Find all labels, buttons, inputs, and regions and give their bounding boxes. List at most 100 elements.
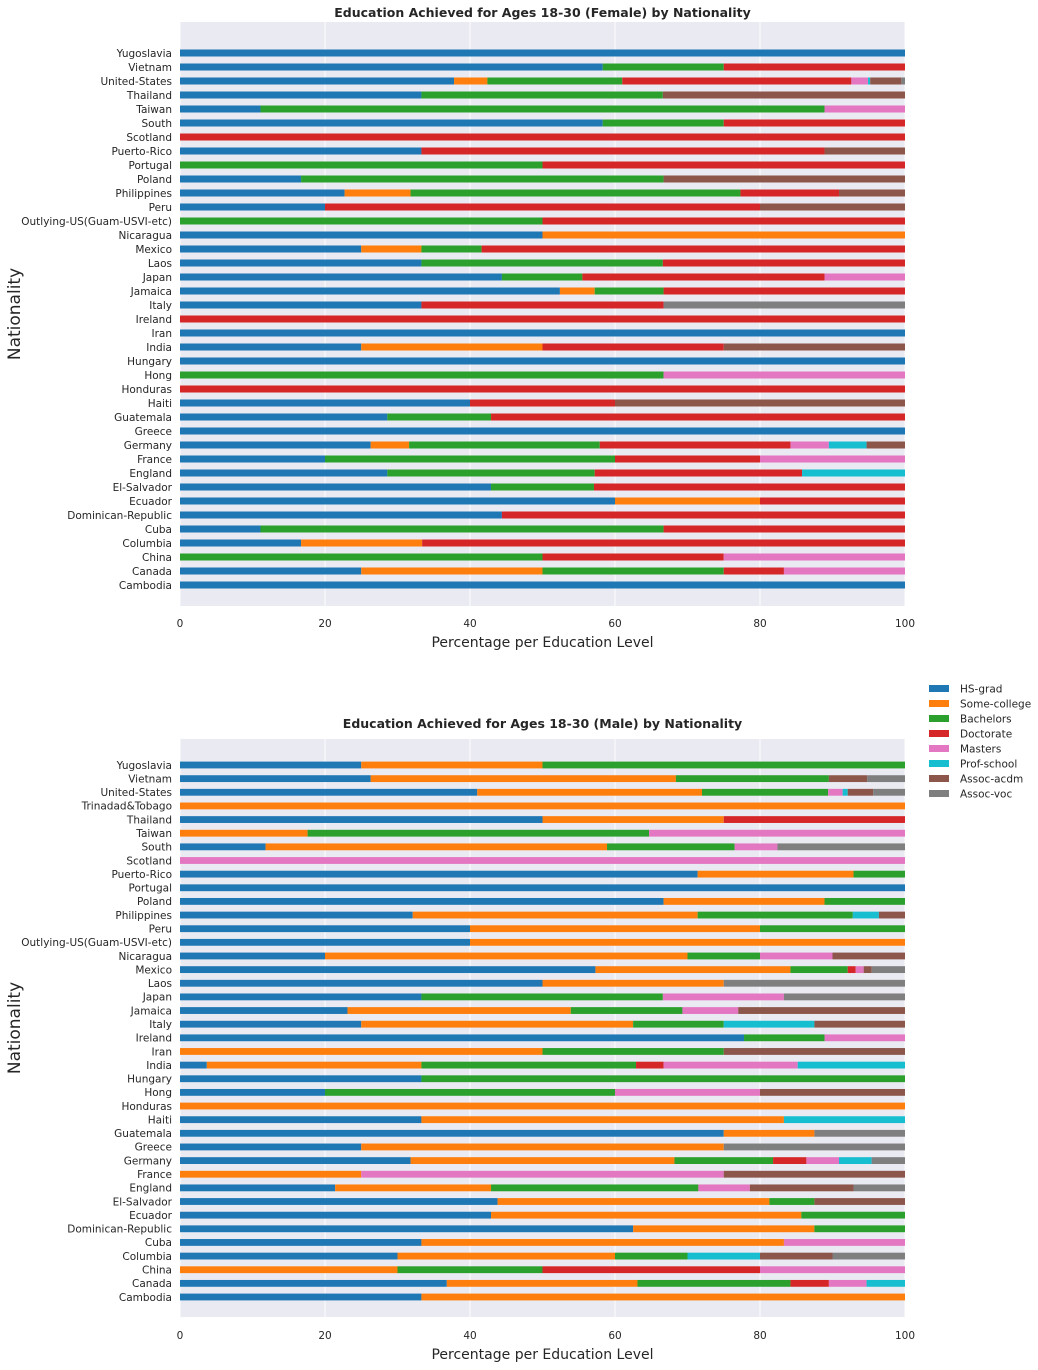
bar-row-dominican-republic: Dominican-Republic bbox=[67, 1224, 905, 1236]
bar-row-mexico: Mexico bbox=[135, 244, 905, 256]
bar-segment-prof-school bbox=[852, 911, 879, 919]
y-tick-label: China bbox=[142, 552, 172, 564]
bar-segment-doctorate bbox=[325, 203, 760, 211]
bar-segment-doctorate bbox=[663, 525, 905, 533]
y-tick-label: Iran bbox=[151, 1046, 172, 1058]
bar-segment-some-college bbox=[559, 287, 595, 295]
legend-item-some-college: Some-college bbox=[929, 699, 1031, 711]
y-tick-label: Ireland bbox=[136, 314, 172, 326]
bar-segment-assoc-acdm bbox=[760, 203, 905, 211]
bar-segment-hs-grad bbox=[180, 761, 362, 769]
bar-segment-some-college bbox=[265, 843, 608, 851]
bar-segment-hs-grad bbox=[180, 1225, 634, 1233]
bar-segment-hs-grad bbox=[180, 979, 543, 987]
bar-segment-doctorate bbox=[582, 273, 825, 281]
bar-segment-some-college bbox=[180, 1048, 543, 1055]
y-tick-label: Philippines bbox=[115, 188, 172, 200]
bar-row-united-states: United-States bbox=[100, 76, 905, 88]
bar-row-united-states: United-States bbox=[100, 787, 905, 799]
legend-item-assoc-acdm: Assoc-acdm bbox=[929, 774, 1023, 786]
bar-segment-doctorate bbox=[422, 539, 905, 547]
bar-segment-some-college bbox=[470, 938, 905, 946]
bar-segment-doctorate bbox=[723, 816, 905, 823]
bar-segment-some-college bbox=[361, 1143, 724, 1151]
y-tick-label: Puerto-Rico bbox=[111, 146, 172, 158]
bar-segment-hs-grad bbox=[180, 1129, 724, 1137]
bar-segment-masters bbox=[698, 1184, 750, 1192]
bar-segment-hs-grad bbox=[180, 925, 470, 933]
female-chart: 0 20 40 60 80 100 Cambodia Canada China Columbia C… bbox=[5, 5, 915, 651]
bar-segment-some-college bbox=[542, 231, 905, 239]
y-tick-label: United-States bbox=[100, 76, 172, 88]
y-tick-label: Japan bbox=[142, 272, 172, 284]
y-tick-label: Cuba bbox=[145, 1237, 172, 1249]
bar-row-south: South bbox=[141, 842, 905, 854]
y-tick-label: Canada bbox=[132, 1278, 172, 1290]
bar-segment-masters bbox=[682, 1007, 739, 1014]
bar-segment-hs-grad bbox=[180, 525, 261, 533]
bar-segment-doctorate bbox=[421, 147, 825, 155]
y-tick-label: Thailand bbox=[126, 90, 172, 102]
y-tick-label: Cuba bbox=[145, 524, 172, 536]
bar-segment-some-college bbox=[180, 1102, 905, 1110]
bar-row-scotland: Scotland bbox=[126, 855, 905, 867]
legend-label: Some-college bbox=[960, 699, 1031, 711]
bar-segment-bachelors bbox=[594, 287, 664, 295]
bar-segment-hs-grad bbox=[180, 441, 371, 449]
bar-row-peru: Peru bbox=[149, 923, 905, 935]
bar-segment-masters bbox=[783, 567, 905, 575]
x-axis-label: Percentage per Education Level bbox=[431, 1347, 653, 1363]
y-tick-label: Dominican-Republic bbox=[67, 1224, 172, 1236]
bar-row-guatemala: Guatemala bbox=[114, 1128, 905, 1140]
y-tick-label: England bbox=[129, 1183, 172, 1195]
bar-row-puerto-rico: Puerto-Rico bbox=[111, 869, 905, 881]
bar-row-jamaica: Jamaica bbox=[130, 286, 905, 298]
bar-row-cuba: Cuba bbox=[145, 524, 905, 536]
bar-segment-masters bbox=[760, 455, 905, 463]
y-tick-label: Greece bbox=[135, 426, 172, 438]
bar-segment-masters bbox=[760, 952, 833, 960]
bar-segment-hs-grad bbox=[180, 329, 905, 337]
x-axis-label: Percentage per Education Level bbox=[431, 635, 653, 651]
bar-segment-doctorate bbox=[636, 1061, 664, 1069]
bar-segment-assoc-voc bbox=[853, 1184, 905, 1192]
bar-segment-masters bbox=[828, 1279, 867, 1287]
bar-segment-doctorate bbox=[723, 567, 784, 575]
bar-segment-masters bbox=[649, 829, 905, 837]
bar-segment-doctorate bbox=[615, 455, 760, 463]
bar-segment-doctorate bbox=[180, 133, 905, 141]
y-tick-label: Outlying-US(Guam-USVI-etc) bbox=[21, 937, 172, 949]
bar-segment-bachelors bbox=[602, 119, 724, 127]
bar-segment-some-college bbox=[410, 1157, 675, 1164]
bar-segment-some-college bbox=[421, 1239, 784, 1246]
bar-segment-doctorate bbox=[481, 245, 905, 253]
bar-segment-assoc-voc bbox=[723, 1143, 905, 1151]
y-tick-label: India bbox=[146, 342, 172, 354]
bar-segment-bachelors bbox=[744, 1034, 825, 1042]
y-tick-label: Cambodia bbox=[119, 580, 172, 592]
bar-segment-some-college bbox=[325, 952, 688, 960]
bar-segment-hs-grad bbox=[180, 399, 470, 407]
bar-row-philippines: Philippines bbox=[115, 910, 905, 922]
bar-segment-some-college bbox=[421, 1293, 905, 1301]
bar-segment-some-college bbox=[663, 898, 825, 905]
bar-segment-hs-grad bbox=[180, 1061, 207, 1069]
bar-row-puerto-rico: Puerto-Rico bbox=[111, 146, 905, 158]
bar-segment-hs-grad bbox=[180, 884, 905, 892]
bar-segment-hs-grad bbox=[180, 273, 502, 281]
bar-segment-bachelors bbox=[421, 91, 663, 99]
legend-swatch bbox=[929, 775, 949, 782]
y-tick-label: El-Salvador bbox=[113, 482, 173, 494]
bar-segment-bachelors bbox=[410, 189, 741, 197]
bar-segment-prof-school bbox=[828, 441, 867, 449]
y-tick-label: Jamaica bbox=[130, 1005, 172, 1017]
bar-segment-bachelors bbox=[702, 788, 829, 796]
bar-segment-assoc-acdm bbox=[832, 952, 905, 960]
y-tick-label: Puerto-Rico bbox=[111, 869, 172, 881]
y-tick-label: Honduras bbox=[121, 1101, 172, 1113]
bar-segment-assoc-voc bbox=[832, 1252, 905, 1260]
bar-segment-assoc-voc bbox=[901, 77, 905, 85]
legend: HS-grad Some-college Bachelors Doctorate Mas… bbox=[929, 684, 1031, 801]
bar-row-england: England bbox=[129, 1183, 905, 1195]
bar-segment-masters bbox=[790, 441, 829, 449]
